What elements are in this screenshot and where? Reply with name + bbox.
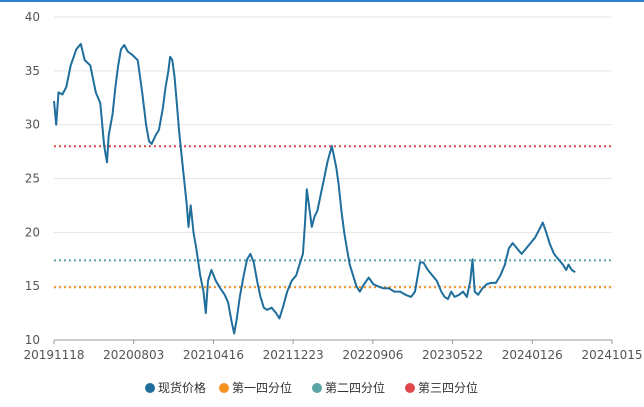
legend-marker-q2 xyxy=(312,383,322,393)
y-tick-label-30: 30 xyxy=(25,118,40,132)
x-tick-label-20240126: 20240126 xyxy=(502,348,563,362)
legend-label-spot-price: 现货价格 xyxy=(158,380,206,395)
y-tick-label-15: 15 xyxy=(25,279,40,293)
legend-item-spot-price[interactable]: 现货价格 xyxy=(145,380,206,395)
legend-item-q3[interactable]: 第三四分位 xyxy=(405,380,478,395)
quartile-reference-lines xyxy=(54,145,612,289)
y-tick-label-40: 40 xyxy=(25,10,40,24)
y-tick-label-25: 25 xyxy=(25,172,40,186)
x-tick-label-20210416: 20210416 xyxy=(183,348,244,362)
legend-marker-q3 xyxy=(405,383,415,393)
y-tick-label-10: 10 xyxy=(25,333,40,347)
legend-label-q2: 第二四分位 xyxy=(325,380,385,395)
chart-legend: 现货价格 第一四分位 第二四分位 第三四分位 xyxy=(145,380,478,395)
x-tick-label-20200803: 20200803 xyxy=(103,348,164,362)
y-axis-tick-labels: 10 15 20 25 30 35 40 xyxy=(25,10,40,347)
legend-item-q2[interactable]: 第二四分位 xyxy=(312,380,385,395)
x-tick-label-20191118: 20191118 xyxy=(23,348,84,362)
legend-marker-spot-price xyxy=(145,383,155,393)
legend-item-q1[interactable]: 第一四分位 xyxy=(219,380,292,395)
x-tick-label-20241015: 20241015 xyxy=(581,348,642,362)
series-line-spot-price xyxy=(53,42,576,335)
x-tick-label-20220906: 20220906 xyxy=(342,348,403,362)
grid-lines xyxy=(54,16,612,287)
x-axis-tick-labels: 20191118 20200803 20210416 20211223 20220906… xyxy=(23,340,643,362)
legend-label-q1: 第一四分位 xyxy=(232,380,292,395)
x-tick-label-20230522: 20230522 xyxy=(422,348,483,362)
legend-label-q3: 第三四分位 xyxy=(418,380,478,395)
x-tick-label-20211223: 20211223 xyxy=(263,348,324,362)
y-tick-label-35: 35 xyxy=(25,64,40,78)
legend-marker-q1 xyxy=(219,383,229,393)
series-layer xyxy=(53,42,576,335)
y-tick-label-20: 20 xyxy=(25,225,40,239)
